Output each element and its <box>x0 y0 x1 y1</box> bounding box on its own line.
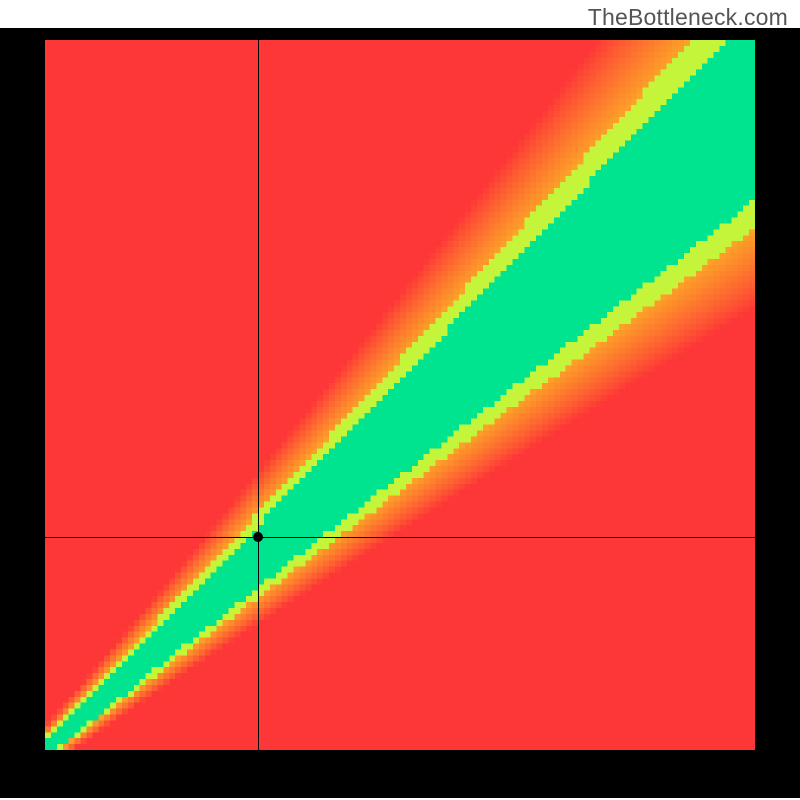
heatmap-canvas <box>45 40 755 750</box>
intersection-marker <box>253 532 263 542</box>
heatmap-plot <box>45 40 755 750</box>
crosshair-vertical <box>258 40 259 750</box>
image-root: TheBottleneck.com <box>0 0 800 800</box>
watermark-text: TheBottleneck.com <box>588 4 788 31</box>
outer-black-frame <box>0 28 800 798</box>
crosshair-horizontal <box>45 537 755 538</box>
